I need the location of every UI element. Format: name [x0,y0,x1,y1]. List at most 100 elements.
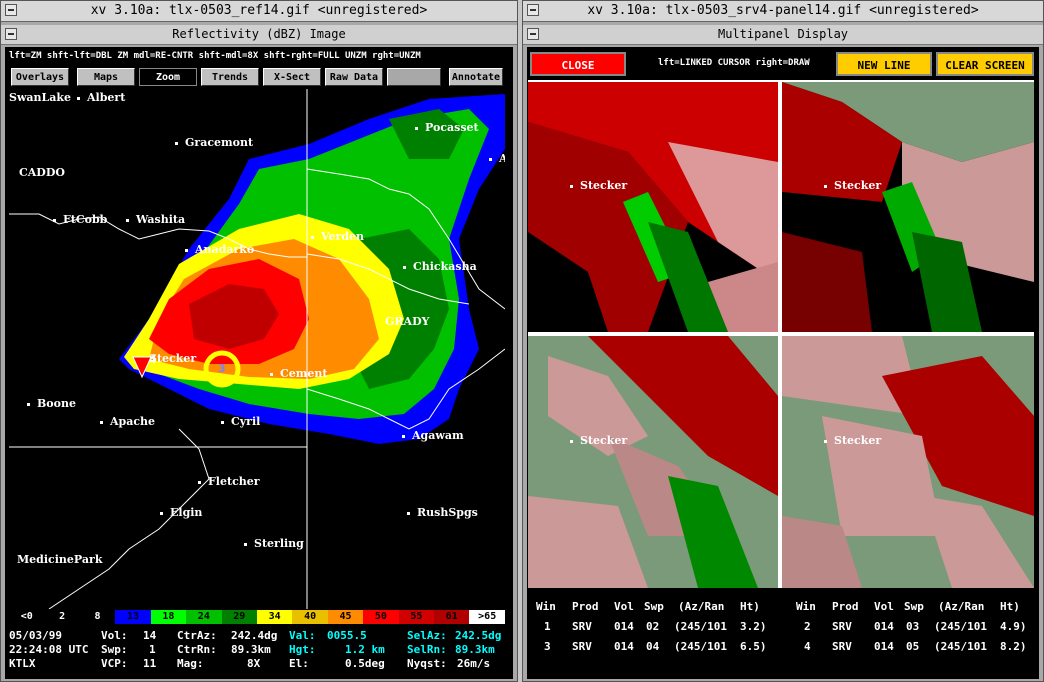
header-ht: Ht) [740,600,760,613]
circle-label: 3 [218,362,226,375]
new-line-button[interactable]: NEW LINE [836,52,932,76]
subwindow-menu-icon[interactable] [527,28,539,40]
row-ht: 4.9) [1000,620,1027,633]
panel-4[interactable]: Stecker [782,336,1034,588]
zoom-button[interactable]: Zoom [139,68,197,86]
panel-3-label: Stecker [570,434,627,447]
status-time: 22:24:08 UTC [9,643,89,656]
row-ht: 6.5) [740,640,767,653]
place-label: MedicinePark [17,553,103,566]
row-ht: 3.2) [740,620,767,633]
header-azran: (Az/Ran [678,600,725,613]
row-win: 3 [544,640,551,653]
vcp-value: 11 [143,657,157,670]
ctraz-label: CtrAz: [177,629,217,642]
swp-value: 1 [149,643,156,656]
panel-2[interactable]: Stecker [782,82,1034,332]
vol-label: Vol: [101,629,128,642]
ctraz-value: 242.4dg [231,629,278,642]
selaz-value: 242.5dg [455,629,502,642]
selrn-value: 89.3km [455,643,495,656]
panel-1-label: Stecker [570,179,627,192]
swp-label: Swp: [101,643,128,656]
place-label: Washita [126,213,185,226]
row-vol: 014 [874,640,894,653]
subwindow-menu-icon[interactable] [5,28,17,40]
multipanel-toolbar: CLOSE lft=LINKED CURSOR right=DRAW NEW L… [530,50,1036,78]
panel-3[interactable]: Stecker [528,336,778,588]
header-prod: Prod [572,600,599,613]
nyqst-value: 26m/s [457,657,491,670]
trends-button[interactable]: Trends [201,68,259,86]
legend-swatch: 34 [256,610,293,624]
legend-swatch: 61 [434,610,470,624]
left-window-titlebar[interactable]: xv 3.10a: tlx-0503_ref14.gif <unregister… [1,1,517,22]
header-vol: Vol [874,600,894,613]
tvs-triangle-marker [132,356,152,379]
place-label: Pocasset [415,121,479,134]
place-label: Boone [27,397,76,410]
row-azran: (245/101 [934,640,987,653]
county-lines [9,89,505,609]
row-swp: 05 [906,640,920,653]
multipanel-info-table: Win Prod Vol Swp (Az/Ran Ht) Win Prod Vo… [528,592,1034,674]
place-label: Apache [100,415,155,428]
window-menu-icon[interactable] [5,4,17,16]
row-prod: SRV [832,620,852,633]
legend-swatch: 50 [363,610,399,624]
status-panel: 05/03/99 22:24:08 UTC KTLX Vol: 14 Swp: … [9,627,505,675]
place-label: Fletcher [198,475,260,488]
close-button[interactable]: CLOSE [530,52,626,76]
place-label: Cement [270,367,327,380]
legend-swatch: 55 [398,610,435,624]
ctrrn-value: 89.3km [231,643,271,656]
status-site: KTLX [9,657,36,670]
window-menu-icon[interactable] [527,4,539,16]
selaz-label: SelAz: [407,629,447,642]
reflectivity-title: Reflectivity (dBZ) Image [172,27,346,41]
header-win: Win [536,600,556,613]
xsect-button[interactable]: X-Sect [263,68,321,86]
reflectivity-window: xv 3.10a: tlx-0503_ref14.gif <unregister… [0,0,518,682]
place-label: A [489,152,505,165]
legend-swatch: 8 [79,610,116,624]
row-vol: 014 [614,640,634,653]
annotate-button[interactable]: Annotate [449,68,503,86]
clear-screen-button[interactable]: CLEAR SCREEN [936,52,1034,76]
place-label: Verden [311,230,364,243]
raw-data-button[interactable]: Raw Data [325,68,383,86]
place-label: Cyril [221,415,260,428]
header-vol: Vol [614,600,634,613]
hgt-value: 1.2 km [345,643,385,656]
row-vol: 014 [614,620,634,633]
header-prod: Prod [832,600,859,613]
selrn-label: SelRn: [407,643,447,656]
multipanel-title: Multipanel Display [717,27,849,41]
panel-1[interactable]: Stecker [528,82,778,332]
row-swp: 04 [646,640,660,653]
header-swp: Swp [904,600,924,613]
legend-swatch: <0 [9,610,45,624]
place-label: GRADY [385,315,430,328]
legend-swatch: 2 [44,610,80,624]
triangle-label: 4 [149,353,157,366]
right-window-titlebar[interactable]: xv 3.10a: tlx-0503_srv4-panel14.gif <unr… [523,1,1043,22]
row-prod: SRV [572,620,592,633]
nyqst-label: Nyqst: [407,657,447,670]
echo-dark-red [189,284,279,349]
blank-button[interactable] [387,68,441,86]
row-prod: SRV [832,640,852,653]
place-label: SwanLake [9,91,72,104]
multipanel-subbar: Multipanel Display [523,25,1043,45]
left-window-title: xv 3.10a: tlx-0503_ref14.gif <unregister… [90,3,428,18]
place-label: Sterling [244,537,304,550]
mag-value: 8X [247,657,261,670]
multipanel-grid: Stecker Stecker Stecker [528,80,1034,588]
radar-map[interactable]: 4 3 SwanLake Albert Gracemont CADDO FtCo… [9,89,505,609]
row-azran: (245/101 [934,620,987,633]
right-window-title: xv 3.10a: tlx-0503_srv4-panel14.gif <unr… [587,3,979,18]
overlays-button[interactable]: Overlays [11,68,69,86]
legend-swatch: 24 [186,610,222,624]
place-label: CADDO [19,166,65,179]
maps-button[interactable]: Maps [77,68,135,86]
